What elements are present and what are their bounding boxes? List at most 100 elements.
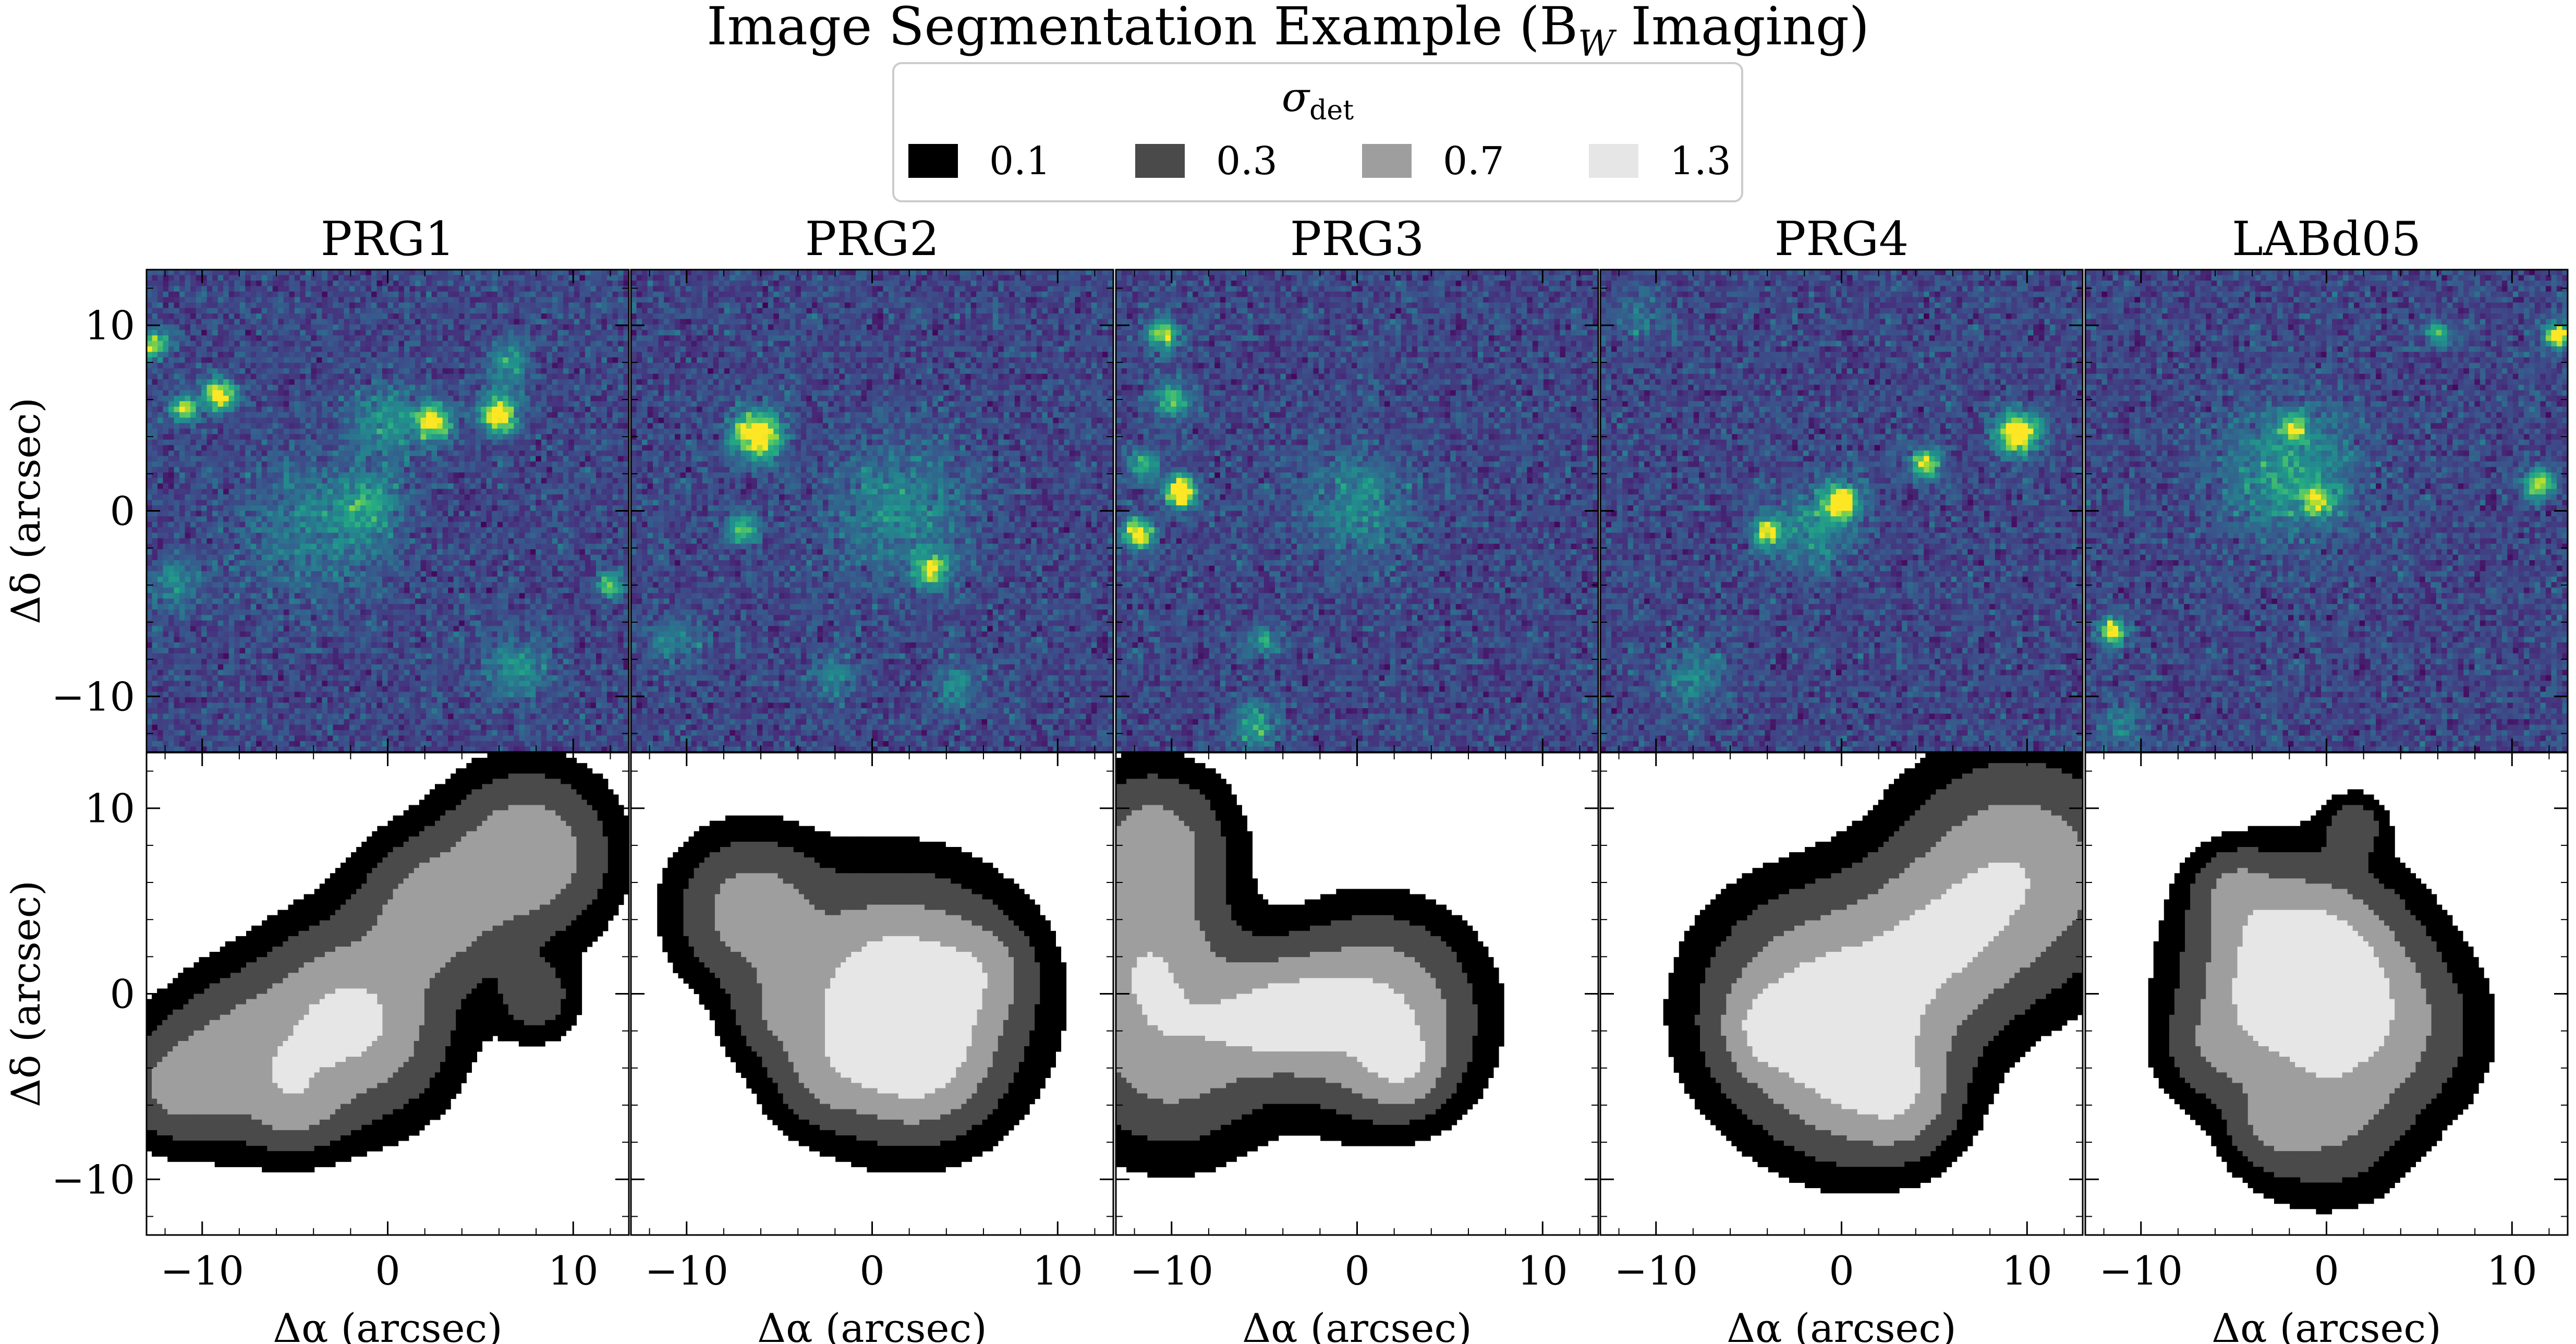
pixel — [267, 286, 273, 292]
pixel — [152, 270, 158, 275]
pixel — [552, 319, 558, 325]
pixel — [295, 286, 300, 292]
figure-title: Image Segmentation Example (BW Imaging) — [707, 0, 1869, 65]
pixel — [503, 308, 508, 314]
pixel — [360, 335, 366, 341]
pixel — [557, 292, 563, 297]
pixel — [590, 297, 596, 303]
pixel — [519, 281, 525, 286]
pixel — [163, 297, 169, 303]
pixel — [278, 270, 284, 275]
pixel — [492, 292, 497, 297]
legend-swatch — [1589, 144, 1638, 178]
pixel — [196, 313, 202, 319]
pixel — [344, 286, 349, 292]
pixel — [306, 281, 311, 286]
pixel — [267, 281, 273, 286]
pixel — [459, 319, 465, 325]
pixel — [519, 319, 525, 325]
pixel — [465, 308, 470, 314]
pixel — [234, 302, 240, 308]
pixel — [437, 270, 443, 275]
pixel — [536, 335, 541, 341]
pixel — [152, 302, 158, 308]
pixel — [295, 297, 300, 303]
pixel — [607, 313, 613, 319]
pixel — [536, 286, 541, 292]
pixel — [590, 324, 596, 330]
pixel — [174, 302, 180, 308]
pixel — [295, 335, 300, 341]
pixel — [163, 324, 169, 330]
pixel — [470, 275, 476, 281]
pixel — [426, 275, 432, 281]
pixel — [317, 330, 322, 336]
pixel — [590, 308, 596, 314]
pixel — [492, 335, 497, 341]
pixel — [437, 302, 443, 308]
pixel — [174, 341, 180, 347]
pixel — [284, 281, 289, 286]
pixel — [273, 270, 278, 275]
pixel — [415, 286, 421, 292]
pixel — [481, 319, 487, 325]
pixel — [223, 335, 229, 341]
pixel — [262, 292, 268, 297]
pixel — [601, 270, 607, 275]
pixel — [327, 270, 333, 275]
pixel — [481, 313, 487, 319]
pixel — [223, 292, 229, 297]
pixel — [147, 308, 152, 314]
pixel — [618, 297, 624, 303]
pixel — [262, 313, 268, 319]
pixel — [163, 270, 169, 275]
pixel — [552, 270, 558, 275]
pixel — [371, 292, 377, 297]
pixel — [344, 319, 349, 325]
pixel — [448, 292, 454, 297]
pixel — [541, 302, 547, 308]
pixel — [190, 281, 196, 286]
pixel — [563, 319, 569, 325]
pixel — [410, 302, 416, 308]
pixel — [459, 308, 465, 314]
pixel — [196, 319, 202, 325]
pixel — [618, 308, 624, 314]
pixel — [481, 292, 487, 297]
pixel — [393, 281, 399, 286]
pixel — [333, 324, 338, 330]
pixel — [382, 297, 388, 303]
pixel — [278, 292, 284, 297]
pixel — [612, 308, 618, 314]
pixel — [262, 330, 268, 336]
pixel — [546, 302, 552, 308]
pixel — [273, 275, 278, 281]
pixel — [546, 324, 552, 330]
pixel — [552, 286, 558, 292]
pixel — [147, 292, 152, 297]
pixel — [152, 308, 158, 314]
pixel — [196, 286, 202, 292]
pixel — [360, 292, 366, 297]
pixel — [267, 270, 273, 275]
pixel — [207, 319, 213, 325]
pixel — [218, 308, 224, 314]
pixel — [546, 270, 552, 275]
pixel — [585, 319, 591, 325]
legend: σdet 0.1 0.3 0.7 1.3 — [893, 63, 1742, 201]
pixel — [355, 335, 360, 341]
pixel — [229, 270, 235, 275]
pixel — [443, 297, 448, 303]
pixel — [568, 286, 574, 292]
pixel — [410, 313, 416, 319]
pixel — [546, 286, 552, 292]
pixel — [262, 270, 268, 275]
pixel — [579, 308, 585, 314]
pixel — [476, 313, 481, 319]
pixel — [201, 324, 207, 330]
pixel — [546, 292, 552, 297]
pixel — [497, 324, 503, 330]
pixel — [355, 286, 360, 292]
pixel — [306, 324, 311, 330]
pixel — [568, 319, 574, 325]
